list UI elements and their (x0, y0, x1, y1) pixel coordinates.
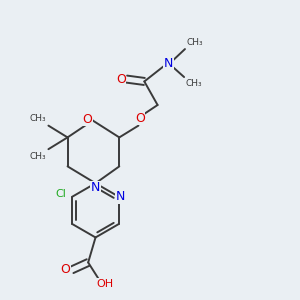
Text: CH₃: CH₃ (185, 80, 202, 88)
Text: Cl: Cl (56, 190, 66, 200)
Text: CH₃: CH₃ (186, 38, 203, 47)
Text: O: O (116, 73, 126, 85)
Text: OH: OH (96, 279, 113, 289)
Text: N: N (91, 181, 100, 194)
Text: O: O (82, 112, 92, 125)
Text: CH₃: CH₃ (29, 152, 46, 160)
Text: CH₃: CH₃ (29, 114, 46, 123)
Text: N: N (116, 190, 125, 203)
Text: O: O (135, 112, 145, 125)
Text: N: N (164, 57, 173, 70)
Text: O: O (61, 263, 70, 276)
